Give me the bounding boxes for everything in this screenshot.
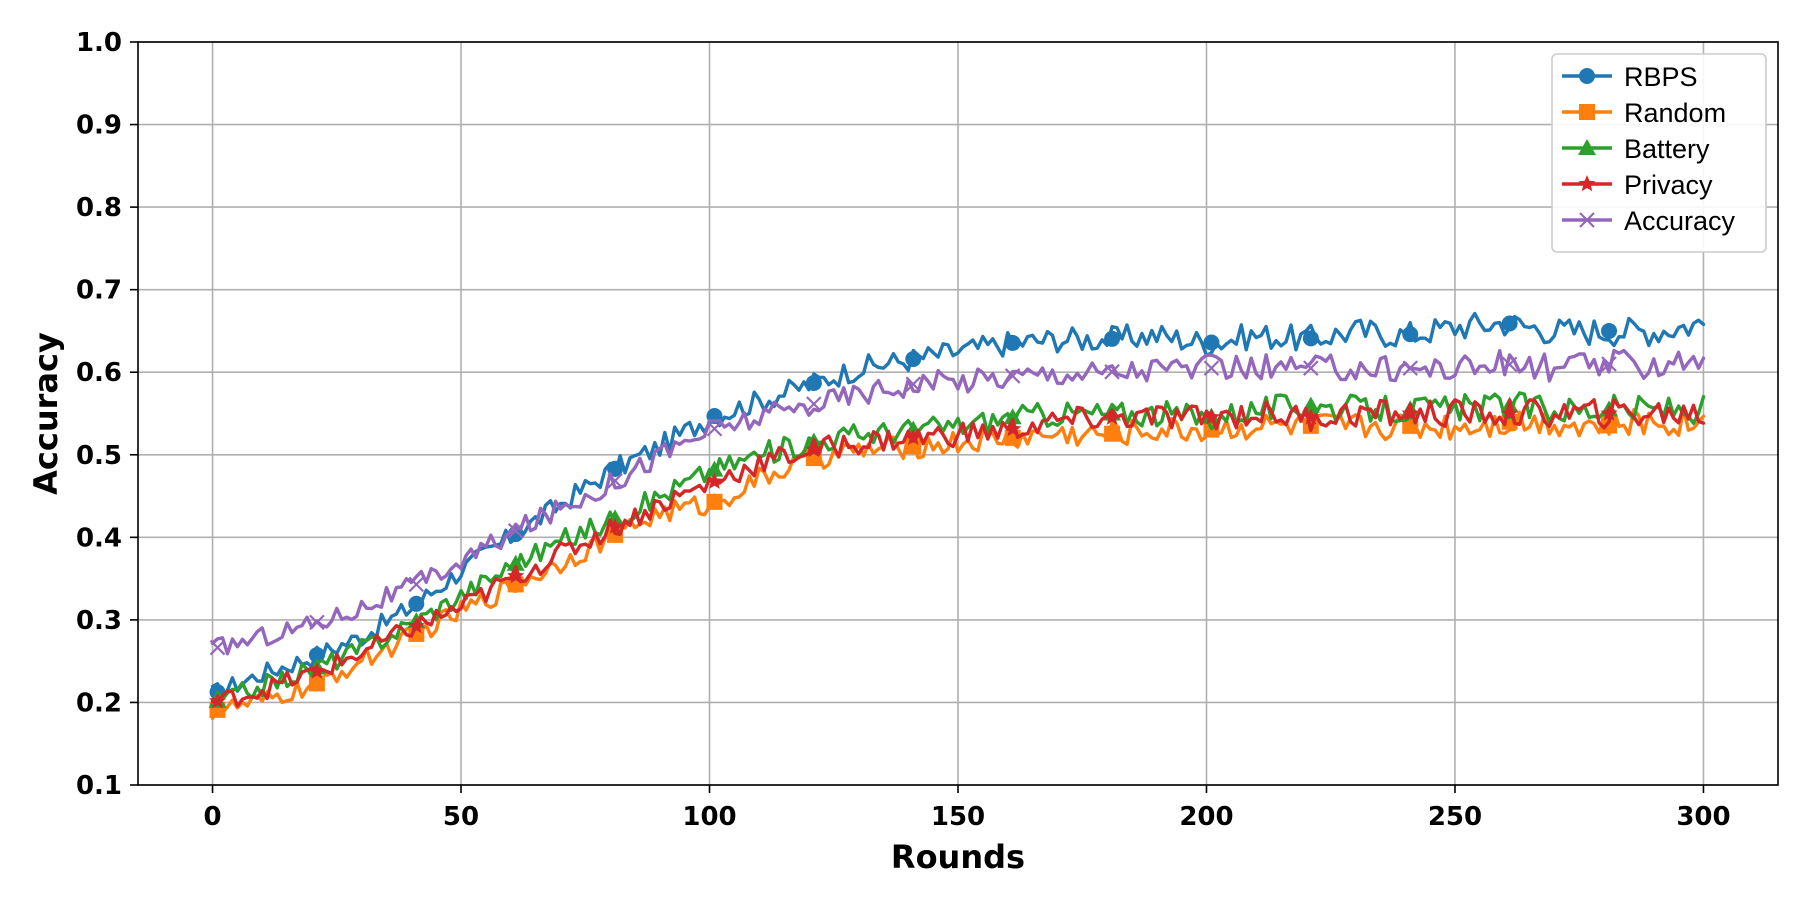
data-point-privacy [705,472,724,489]
y-axis-label: Accuracy [27,332,65,495]
data-point-accuracy [209,639,226,656]
data-point-accuracy [309,614,325,631]
legend-label: Random [1624,98,1726,128]
data-point-privacy [904,428,922,446]
data-point-battery [506,554,525,571]
legend-marker [1578,139,1596,155]
y-tick-label: 0.5 [76,441,122,471]
x-tick-label: 200 [1179,802,1233,832]
data-point-accuracy [607,473,623,489]
y-tick-label: 0.7 [76,276,122,306]
data-point-rbps [1501,315,1518,332]
data-point-rbps [1004,334,1021,351]
x-axis-ticks: 0 50 100 150 200 250 300 [203,785,1731,832]
data-point-rbps [805,374,822,391]
series-line-rbps [210,311,1706,701]
data-point-privacy [308,662,326,679]
data-point-privacy [606,517,624,534]
data-point-accuracy [905,376,922,392]
y-tick-label: 0.9 [76,111,122,141]
data-point-privacy [1600,404,1618,421]
legend-label: Battery [1624,134,1710,164]
series-line-privacy [210,398,1706,708]
data-point-rbps [308,646,325,663]
data-point-accuracy [408,576,425,593]
data-point-accuracy [806,396,822,412]
y-tick-label: 0.2 [76,688,122,718]
x-tick-label: 0 [203,802,221,832]
data-point-random [1601,417,1618,434]
data-point-battery [1003,408,1022,425]
data-point-accuracy [1601,356,1617,372]
y-tick-label: 0.8 [76,193,122,223]
data-point-accuracy [706,420,723,437]
legend-item-random: Random [1562,98,1726,128]
data-point-privacy [1202,408,1221,425]
data-point-privacy [805,440,823,458]
data-point-accuracy [1004,368,1021,384]
data-point-privacy [208,692,227,709]
legend-marker [1579,212,1595,228]
series-accuracy [209,348,1706,656]
data-point-rbps [1104,330,1121,347]
x-tick-label: 250 [1428,802,1482,832]
data-point-accuracy [507,522,524,539]
y-tick-label: 0.6 [76,358,122,388]
series-line-battery [210,391,1706,708]
legend: RBPS Random Battery Privacy Accuracy [1551,53,1767,253]
data-point-privacy [1004,420,1022,437]
data-point-privacy [1103,408,1121,425]
data-point-privacy [407,617,425,634]
data-point-rbps [905,351,922,368]
x-tick-label: 300 [1676,802,1730,832]
legend-box [1551,53,1767,253]
legend-item-rbps: RBPS [1562,62,1698,92]
data-point-random [706,493,723,510]
data-point-random [1104,425,1121,442]
data-point-privacy [1401,404,1419,421]
series-group [208,311,1706,721]
data-point-accuracy [1303,360,1319,376]
data-point-privacy [507,567,525,584]
x-axis-label: Rounds [891,838,1025,876]
data-point-privacy [1501,404,1519,421]
data-point-accuracy [1203,360,1220,376]
legend-marker [1579,104,1595,120]
series-privacy [208,398,1706,709]
y-axis-ticks: 0.1 0.2 0.3 0.4 0.5 0.6 0.7 0.8 0.9 1.0 [76,28,138,801]
data-point-random [308,675,325,692]
x-tick-label: 100 [682,802,736,832]
legend-item-battery: Battery [1562,134,1710,164]
legend-marker [1578,175,1596,192]
data-point-rbps [1203,334,1220,351]
y-tick-label: 0.1 [76,771,122,801]
data-point-rbps [1402,326,1419,343]
series-rbps [209,311,1706,701]
data-point-rbps [408,595,425,612]
legend-item-privacy: Privacy [1562,170,1713,200]
y-tick-label: 0.3 [76,606,122,636]
legend-label: Accuracy [1624,206,1736,236]
legend-label: RBPS [1624,62,1698,92]
legend-label: Privacy [1624,170,1713,200]
legend-item-accuracy: Accuracy [1562,206,1736,236]
legend-marker [1579,68,1595,84]
data-point-accuracy [1501,356,1518,373]
data-point-rbps [1302,330,1319,347]
x-tick-label: 50 [443,802,479,832]
y-tick-label: 1.0 [76,28,122,58]
data-point-privacy [1302,408,1320,425]
data-point-accuracy [1402,360,1419,376]
data-point-rbps [1601,322,1618,339]
series-line-random [210,407,1706,721]
y-tick-label: 0.4 [76,523,122,553]
data-point-accuracy [1104,364,1120,380]
x-tick-label: 150 [931,802,985,832]
data-point-battery [705,460,724,477]
series-line-accuracy [210,348,1706,656]
